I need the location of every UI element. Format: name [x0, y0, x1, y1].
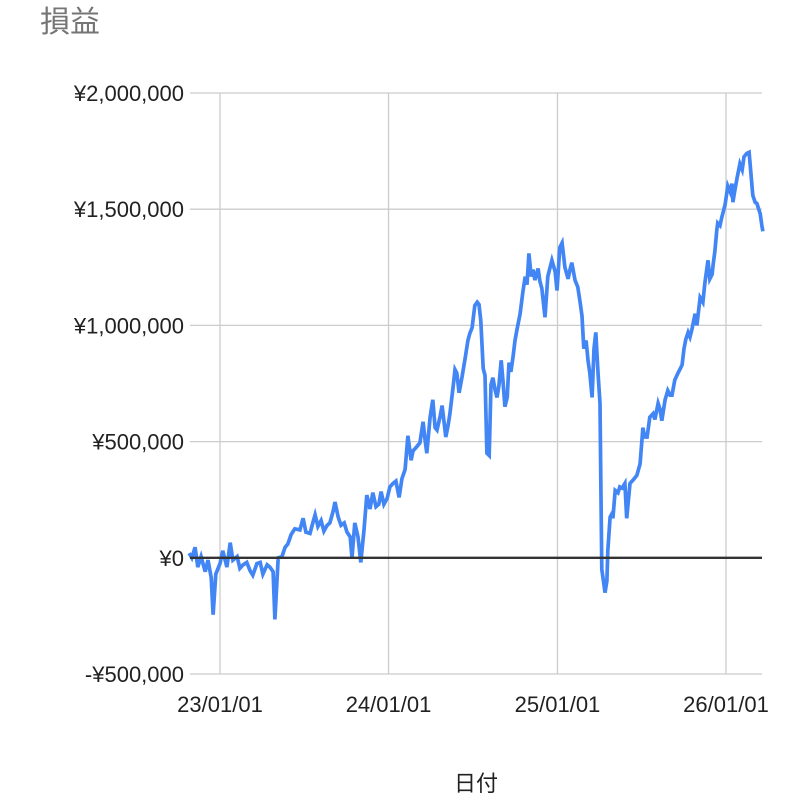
x-tick-label: 25/01/01: [515, 692, 601, 717]
y-tick-label: ¥0: [159, 546, 184, 571]
y-tick-label: ¥2,000,000: [73, 81, 184, 106]
y-tick-label: ¥1,500,000: [73, 197, 184, 222]
chart-title: 損益: [40, 6, 100, 39]
y-tick-label: ¥500,000: [91, 430, 184, 455]
profit-loss-series-line: [187, 149, 765, 620]
x-tick-label: 24/01/01: [346, 692, 432, 717]
x-axis-labels: 23/01/01 24/01/01 25/01/01 26/01/01: [177, 692, 769, 717]
y-tick-label: -¥500,000: [85, 662, 184, 687]
y-axis-labels: ¥2,000,000 ¥1,500,000 ¥1,000,000 ¥500,000 ¥0…: [73, 81, 184, 687]
x-axis-title: 日付: [454, 771, 498, 796]
x-tick-label: 23/01/01: [177, 692, 263, 717]
y-tick-label: ¥1,000,000: [73, 313, 184, 338]
x-tick-label: 26/01/01: [683, 692, 769, 717]
